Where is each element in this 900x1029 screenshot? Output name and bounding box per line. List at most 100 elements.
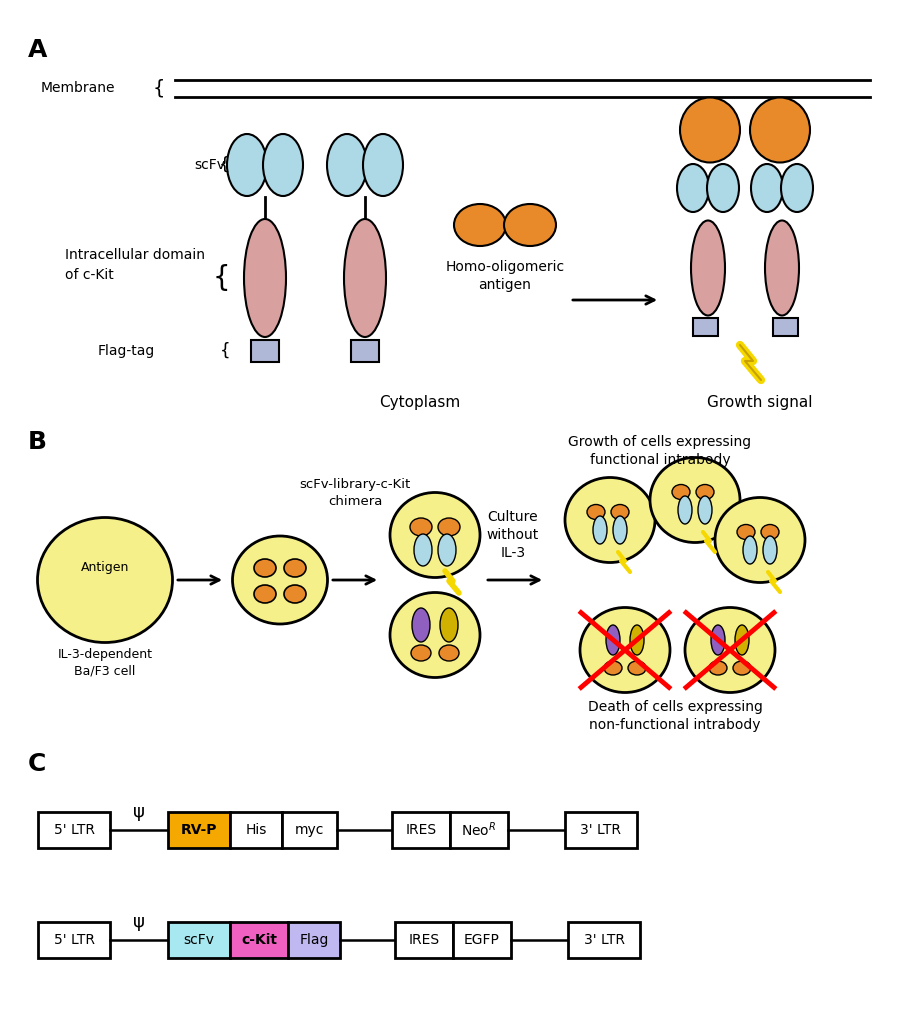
Text: B: B — [28, 430, 47, 454]
Text: {: { — [220, 342, 230, 360]
Ellipse shape — [244, 219, 286, 338]
Ellipse shape — [715, 497, 805, 582]
Ellipse shape — [440, 608, 458, 642]
Text: IL-3-dependent: IL-3-dependent — [58, 648, 152, 661]
Ellipse shape — [344, 219, 386, 338]
Ellipse shape — [580, 607, 670, 693]
Ellipse shape — [410, 518, 432, 536]
Ellipse shape — [743, 536, 757, 564]
Text: ψ: ψ — [133, 913, 145, 931]
Ellipse shape — [438, 518, 460, 536]
Bar — [568, 922, 640, 958]
Text: Ba/F3 cell: Ba/F3 cell — [75, 664, 136, 677]
Text: Antigen: Antigen — [81, 562, 130, 574]
Bar — [693, 318, 718, 336]
Bar — [453, 922, 511, 958]
Bar — [168, 922, 230, 958]
Ellipse shape — [781, 164, 813, 212]
Bar — [282, 812, 337, 848]
Text: IRES: IRES — [409, 933, 439, 947]
Ellipse shape — [763, 536, 777, 564]
Ellipse shape — [327, 134, 367, 196]
Text: scFv-library-c-Kit: scFv-library-c-Kit — [300, 478, 410, 491]
Bar — [168, 812, 230, 848]
Ellipse shape — [263, 134, 303, 196]
Bar — [38, 922, 110, 958]
Ellipse shape — [38, 518, 173, 642]
Ellipse shape — [737, 525, 755, 539]
Ellipse shape — [284, 559, 306, 577]
Ellipse shape — [439, 645, 459, 661]
Text: c-Kit: c-Kit — [241, 933, 277, 947]
Ellipse shape — [606, 625, 620, 655]
Text: scFv: scFv — [194, 158, 225, 172]
Ellipse shape — [254, 586, 276, 603]
Ellipse shape — [761, 525, 779, 539]
Ellipse shape — [678, 496, 692, 524]
Bar — [288, 922, 340, 958]
Text: C: C — [28, 752, 47, 776]
Ellipse shape — [680, 98, 740, 163]
Text: IL-3: IL-3 — [500, 546, 526, 560]
Text: Flag-tag: Flag-tag — [98, 344, 155, 358]
Bar — [38, 812, 110, 848]
Bar — [230, 922, 288, 958]
Ellipse shape — [227, 134, 267, 196]
Text: Intracellular domain: Intracellular domain — [65, 248, 205, 262]
Ellipse shape — [628, 661, 646, 675]
Ellipse shape — [709, 661, 727, 675]
Text: Flag: Flag — [300, 933, 328, 947]
Bar — [351, 340, 379, 362]
Text: ψ: ψ — [133, 803, 145, 821]
Ellipse shape — [696, 485, 714, 499]
Ellipse shape — [733, 661, 751, 675]
Text: without: without — [487, 528, 539, 542]
Text: Growth signal: Growth signal — [707, 395, 813, 410]
Text: functional intrabody: functional intrabody — [590, 453, 730, 467]
Ellipse shape — [565, 477, 655, 563]
Ellipse shape — [232, 536, 328, 624]
Ellipse shape — [412, 608, 430, 642]
Ellipse shape — [411, 645, 431, 661]
Text: 5' LTR: 5' LTR — [53, 823, 94, 837]
Text: Culture: Culture — [488, 510, 538, 524]
Text: myc: myc — [294, 823, 324, 837]
Ellipse shape — [390, 493, 480, 577]
Bar — [450, 812, 508, 848]
Text: {: { — [212, 264, 230, 292]
Ellipse shape — [707, 164, 739, 212]
Ellipse shape — [390, 593, 480, 677]
Ellipse shape — [254, 559, 276, 577]
Ellipse shape — [750, 98, 810, 163]
Ellipse shape — [587, 504, 605, 520]
Text: IRES: IRES — [405, 823, 436, 837]
Bar — [251, 340, 279, 362]
Ellipse shape — [698, 496, 712, 524]
Text: 5' LTR: 5' LTR — [53, 933, 94, 947]
Text: chimera: chimera — [328, 495, 382, 508]
Ellipse shape — [650, 458, 740, 542]
Bar — [392, 812, 450, 848]
Ellipse shape — [630, 625, 644, 655]
Text: Cytoplasm: Cytoplasm — [380, 395, 461, 410]
Ellipse shape — [438, 534, 456, 566]
Bar — [230, 812, 282, 848]
Text: scFv: scFv — [184, 933, 214, 947]
Ellipse shape — [711, 625, 725, 655]
Text: antigen: antigen — [479, 278, 531, 292]
Ellipse shape — [735, 625, 749, 655]
Text: EGFP: EGFP — [464, 933, 500, 947]
Text: His: His — [246, 823, 266, 837]
Bar — [565, 812, 637, 848]
Ellipse shape — [504, 204, 556, 246]
Bar — [773, 318, 798, 336]
Text: RV-P: RV-P — [181, 823, 217, 837]
Ellipse shape — [414, 534, 432, 566]
Text: {: { — [219, 156, 230, 174]
Ellipse shape — [691, 220, 725, 316]
Ellipse shape — [672, 485, 690, 499]
Ellipse shape — [765, 220, 799, 316]
Ellipse shape — [611, 504, 629, 520]
Text: 3' LTR: 3' LTR — [583, 933, 625, 947]
Ellipse shape — [751, 164, 783, 212]
